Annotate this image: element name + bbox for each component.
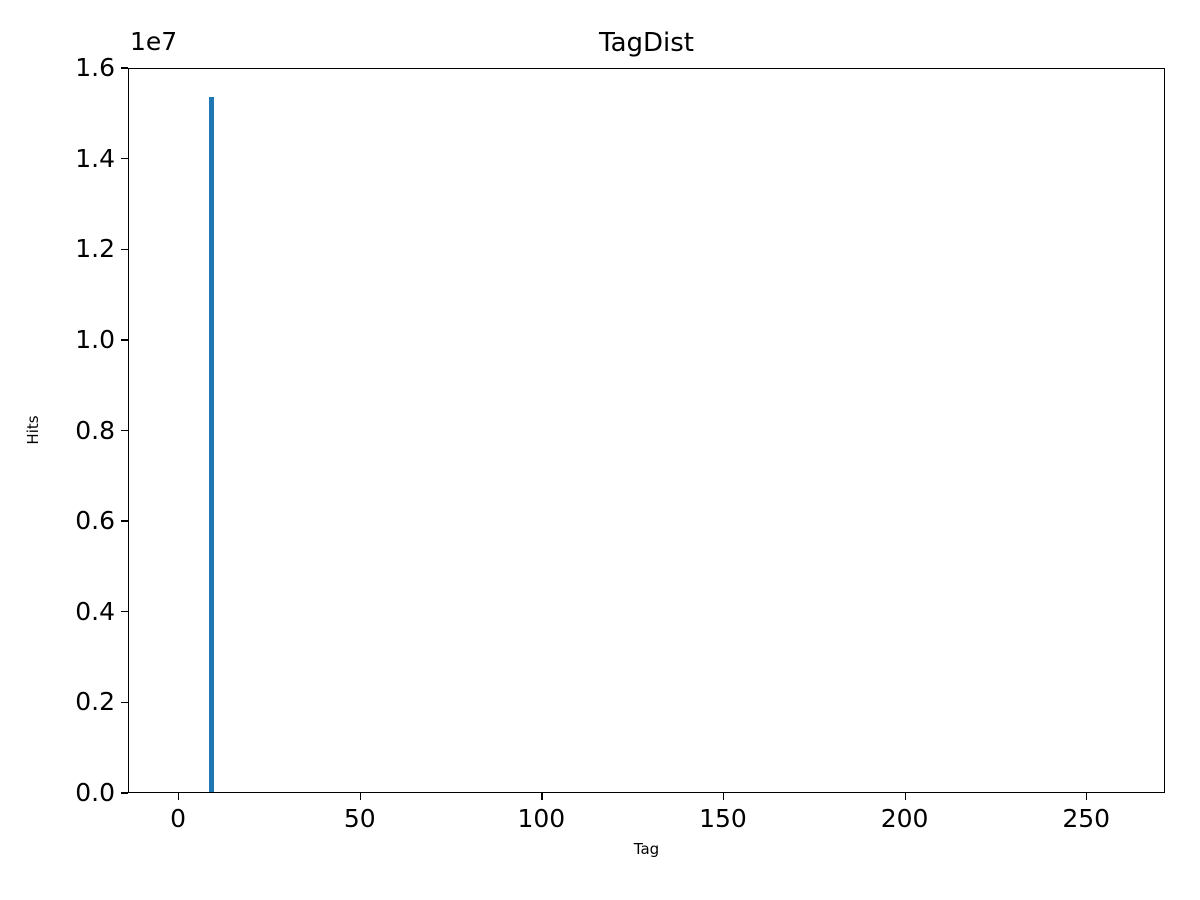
y-tick-mark bbox=[121, 429, 128, 432]
x-tick-label: 50 bbox=[343, 804, 376, 833]
y-tick-label: 0.2 bbox=[75, 687, 115, 717]
bar bbox=[209, 96, 215, 792]
y-tick-mark bbox=[121, 792, 128, 794]
y-tick-label: 0.4 bbox=[75, 596, 115, 626]
x-tick-label: 150 bbox=[699, 804, 747, 833]
y-tick-mark bbox=[121, 67, 128, 69]
x-axis-label: Tag bbox=[633, 840, 660, 858]
y-tick-label: 1.2 bbox=[75, 234, 115, 264]
y-tick-label: 0.8 bbox=[75, 415, 115, 445]
chart-title: TagDist bbox=[599, 28, 694, 58]
x-tick-label: 0 bbox=[170, 804, 187, 833]
y-tick-label: 1.6 bbox=[75, 53, 115, 82]
plot-area bbox=[129, 69, 1164, 792]
y-tick-mark bbox=[121, 611, 128, 613]
y-tick-label: 1.0 bbox=[75, 324, 115, 354]
x-tick-label: 250 bbox=[1062, 804, 1111, 833]
y-axis-label: Hits bbox=[24, 415, 42, 445]
x-tick-mark bbox=[359, 793, 362, 800]
plot-axes-frame bbox=[128, 68, 1165, 793]
y-tick-mark bbox=[121, 339, 128, 341]
y-tick-mark bbox=[121, 248, 128, 250]
y-tick-label: 1.4 bbox=[75, 143, 115, 173]
y-tick-label: 0.6 bbox=[75, 506, 115, 536]
x-tick-label: 100 bbox=[517, 804, 566, 833]
x-tick-mark bbox=[541, 793, 543, 800]
y-tick-mark bbox=[121, 520, 128, 522]
x-tick-mark bbox=[178, 793, 180, 800]
x-tick-mark bbox=[904, 793, 906, 800]
y-tick-label: 0.0 bbox=[75, 778, 115, 807]
x-tick-mark bbox=[1086, 793, 1088, 800]
y-axis-offset-label: 1e7 bbox=[130, 27, 178, 56]
y-tick-mark bbox=[121, 701, 128, 704]
y-tick-mark bbox=[121, 157, 128, 160]
x-tick-mark bbox=[722, 793, 725, 800]
x-tick-label: 200 bbox=[880, 804, 929, 833]
